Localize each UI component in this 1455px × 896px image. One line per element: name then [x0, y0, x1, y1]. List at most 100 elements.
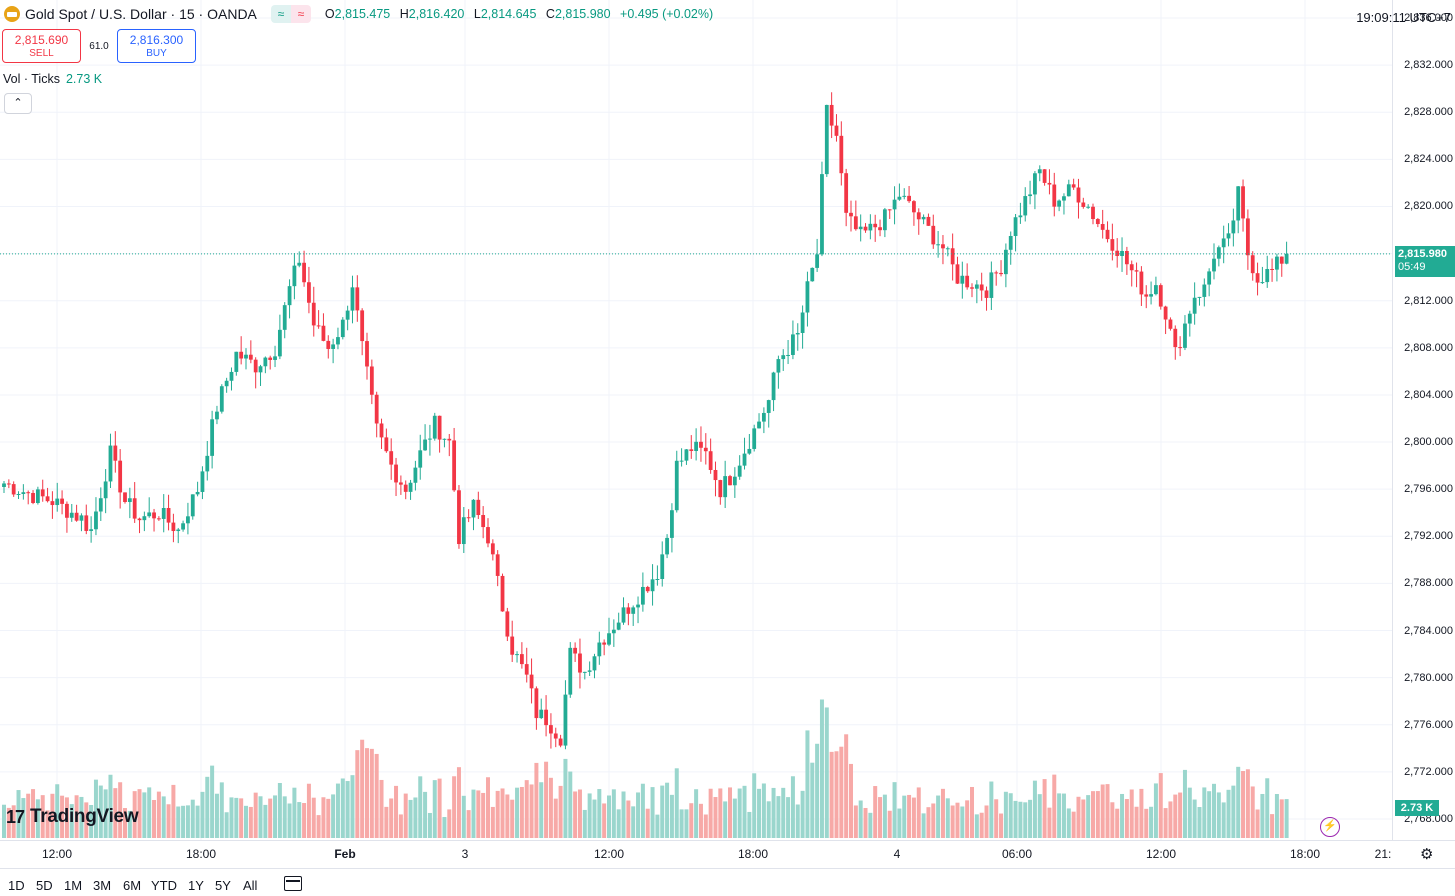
candle-body [98, 498, 103, 512]
candle-body [1207, 271, 1212, 285]
settings-gear-icon[interactable]: ⚙ [1420, 846, 1434, 863]
time-axis[interactable]: 12:00 18:00 Feb 3 12:00 18:00 4 06:00 12:00 18:00… [0, 840, 1455, 868]
range-button-5y[interactable]: 5Y [215, 878, 231, 893]
candle-body [679, 460, 684, 462]
candle-body [965, 275, 970, 288]
price-tick-label: 2,784.000 [1404, 624, 1453, 637]
volume-bar [1265, 778, 1270, 838]
candle-body [476, 499, 481, 516]
volume-bar [1066, 808, 1071, 838]
volume-bar [340, 778, 345, 838]
volume-bar [326, 798, 331, 838]
gold-symbol-icon [4, 6, 20, 22]
sell-button[interactable]: 2,815.690 SELL [2, 29, 81, 63]
volume-bar [413, 797, 418, 838]
time-tick-label: 12:00 [593, 847, 625, 861]
candle-body [210, 419, 215, 456]
volume-bar [892, 782, 897, 838]
collapse-legend-button[interactable]: ⌃ [4, 93, 32, 114]
range-button-1d[interactable]: 1D [8, 878, 25, 893]
candle-body [224, 380, 229, 387]
volume-bar [1202, 787, 1207, 838]
data-delay-icon[interactable]: ≈ [290, 5, 311, 23]
range-button-all[interactable]: All [243, 878, 258, 893]
symbol-title[interactable]: Gold Spot [25, 6, 88, 22]
volume-legend[interactable]: Vol · Ticks 2.73 K [3, 72, 102, 86]
candle-body [892, 199, 897, 210]
candle-body [1110, 239, 1115, 251]
candle-body [1115, 250, 1120, 256]
candle-body [244, 354, 248, 359]
candle-body [428, 438, 432, 440]
volume-bar [1115, 808, 1120, 838]
volume-bar [253, 792, 258, 838]
chart-canvas[interactable] [0, 0, 1392, 840]
range-button-1m[interactable]: 1M [64, 878, 83, 893]
trade-panel: 2,815.690 SELL 61.0 2,816.300 BUY [2, 29, 196, 63]
candle-body [452, 440, 457, 491]
candle-body [461, 517, 466, 545]
volume-bar [185, 805, 190, 838]
buy-button[interactable]: 2,816.300 BUY [117, 29, 196, 63]
candle-body [152, 512, 156, 519]
candle-body [1144, 294, 1149, 297]
high-value: 2,816.420 [408, 7, 465, 21]
candle-body [747, 448, 752, 454]
volume-bar [815, 743, 820, 838]
volume-bar [123, 808, 127, 838]
candle-body [1231, 220, 1236, 234]
price-axis[interactable]: 2,836.000 2,832.000 2,828.000 2,824.000 2,82… [1392, 0, 1455, 840]
candle-body [1168, 319, 1173, 329]
candle-body [597, 642, 602, 657]
candle-body [1250, 255, 1255, 274]
volume-bar [311, 797, 316, 838]
candle-body [960, 275, 965, 284]
candle-body [553, 733, 558, 739]
candle-body [728, 476, 732, 486]
low-value: 2,814.645 [480, 7, 537, 21]
candle-body [350, 287, 355, 311]
volume-bar [960, 806, 965, 838]
clock[interactable]: 19:09:11 UTC+7 [1356, 10, 1451, 25]
candle-body [563, 694, 568, 746]
candle-body [529, 674, 534, 689]
tradingview-logo[interactable]: 17 TradingView [6, 806, 139, 828]
close-value: 2,815.980 [554, 7, 611, 21]
bar-countdown: 05:49 [1398, 261, 1426, 273]
symbol-interval[interactable]: 15 [179, 6, 195, 22]
volume-bar [350, 775, 355, 838]
chart-area[interactable] [0, 0, 1392, 840]
volume-bar [529, 784, 534, 838]
market-status-pill[interactable]: ≈ ≈ [270, 5, 311, 23]
volume-bar [500, 788, 505, 838]
candle-body [713, 469, 718, 481]
range-button-3m[interactable]: 3M [93, 878, 112, 893]
candle-body [360, 310, 365, 342]
range-button-5d[interactable]: 5D [36, 878, 53, 893]
range-button-1y[interactable]: 1Y [188, 878, 204, 893]
volume-bar [689, 803, 694, 838]
candle-body [127, 498, 132, 503]
volume-bar [442, 817, 447, 838]
volume-bar [292, 787, 297, 838]
candle-body [1255, 273, 1260, 283]
volume-bar [418, 776, 423, 838]
market-open-icon[interactable]: ≈ [270, 5, 291, 23]
candle-body [432, 415, 437, 439]
candle-body [345, 310, 350, 320]
symbol-legend: Gold Spot / U.S. Dollar · 15 · OANDA ≈ ≈… [4, 5, 719, 23]
candle-body [447, 438, 452, 441]
candle-body [979, 284, 984, 291]
volume-bar [234, 797, 239, 838]
range-button-ytd[interactable]: YTD [151, 878, 177, 893]
open-label: O [324, 7, 335, 21]
volume-bar [1042, 779, 1047, 838]
lightning-icon[interactable]: ⚡ [1320, 817, 1340, 837]
volume-bar [873, 786, 878, 838]
volume-bar [771, 787, 776, 838]
candle-body [457, 490, 461, 545]
volume-bar [611, 789, 616, 838]
candle-body [495, 554, 500, 576]
calendar-icon[interactable] [284, 876, 302, 891]
range-button-6m[interactable]: 6M [123, 878, 142, 893]
